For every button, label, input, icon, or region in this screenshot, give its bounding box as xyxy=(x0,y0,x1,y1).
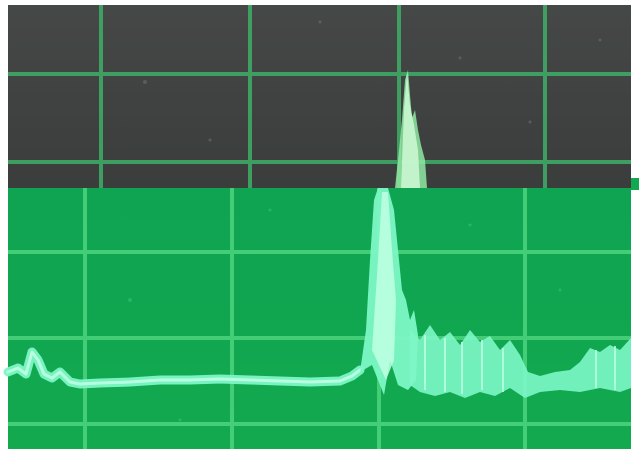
top-screen-speckles xyxy=(143,20,602,142)
bottom-scope-panel xyxy=(3,178,639,449)
bottom-screen-background xyxy=(8,188,631,449)
top-trace-spike xyxy=(395,70,427,188)
bottom-trace-noise-strokes xyxy=(424,335,616,394)
top-screen-background xyxy=(8,5,631,188)
bottom-screen-speckles xyxy=(128,208,562,422)
top-grid xyxy=(8,5,631,188)
bottom-panel-corner-tab xyxy=(631,178,639,190)
top-scope-panel xyxy=(8,5,631,188)
bottom-trace-noise-band xyxy=(410,325,631,398)
